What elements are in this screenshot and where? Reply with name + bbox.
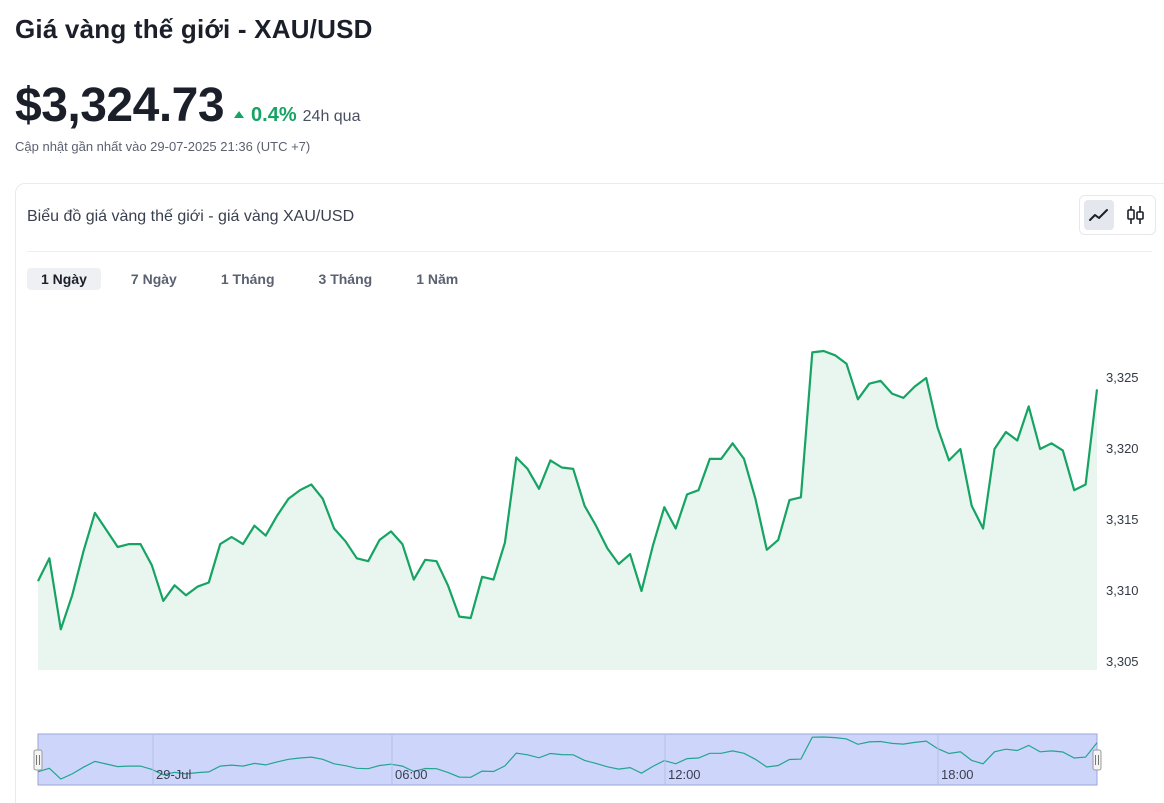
navigator-line bbox=[37, 736, 1098, 780]
range-tab-1-month[interactable]: 1 Tháng bbox=[220, 271, 275, 287]
navigator-time-label: 18:00 bbox=[941, 767, 974, 782]
line-chart-icon bbox=[1089, 209, 1108, 221]
y-tick-label: 3,305 bbox=[1106, 654, 1139, 669]
chart-card: Biểu đồ giá vàng thế giới - giá vàng XAU… bbox=[15, 183, 1164, 803]
navigator-time-label: 12:00 bbox=[668, 767, 701, 782]
range-tab-1-year[interactable]: 1 Năm bbox=[416, 271, 459, 287]
price-change: 0.4% 24h qua bbox=[234, 104, 360, 127]
price-area bbox=[38, 351, 1097, 670]
range-tab-3-months[interactable]: 3 Tháng bbox=[318, 271, 373, 287]
price-row: $3,324.73 0.4% 24h qua bbox=[15, 78, 360, 133]
chart-type-toggle bbox=[1079, 195, 1156, 235]
candlestick-chart-button[interactable] bbox=[1120, 200, 1150, 230]
y-tick-label: 3,310 bbox=[1106, 583, 1139, 598]
price-line bbox=[37, 349, 1099, 631]
change-period: 24h qua bbox=[302, 108, 361, 125]
chart-title: Biểu đồ giá vàng thế giới - giá vàng XAU… bbox=[27, 208, 355, 225]
line-chart-button[interactable] bbox=[1084, 200, 1114, 230]
card-divider bbox=[27, 251, 1152, 252]
y-tick-label: 3,320 bbox=[1106, 441, 1139, 456]
navigator-handle-left[interactable] bbox=[33, 749, 43, 771]
range-tab-1-day[interactable]: 1 Ngày bbox=[27, 268, 101, 290]
range-tab-7-days[interactable]: 7 Ngày bbox=[130, 271, 177, 287]
navigator-time-label: 29-Jul bbox=[156, 767, 192, 782]
y-tick-label: 3,325 bbox=[1106, 370, 1139, 385]
candlestick-icon bbox=[1127, 206, 1144, 224]
y-tick-label: 3,315 bbox=[1106, 512, 1139, 527]
last-updated: Cập nhật gần nhất vào 29-07-2025 21:36 (… bbox=[15, 139, 311, 154]
change-percent: 0.4% bbox=[251, 104, 297, 126]
range-tabs: 1 Ngày 7 Ngày 1 Tháng 3 Tháng 1 Năm bbox=[27, 268, 488, 290]
page-title: Giá vàng thế giới - XAU/USD bbox=[15, 14, 373, 44]
navigator-time-label: 06:00 bbox=[395, 767, 428, 782]
caret-up-icon bbox=[234, 111, 245, 118]
current-price: $3,324.73 bbox=[15, 79, 225, 132]
navigator-handle-right[interactable] bbox=[1092, 749, 1102, 771]
